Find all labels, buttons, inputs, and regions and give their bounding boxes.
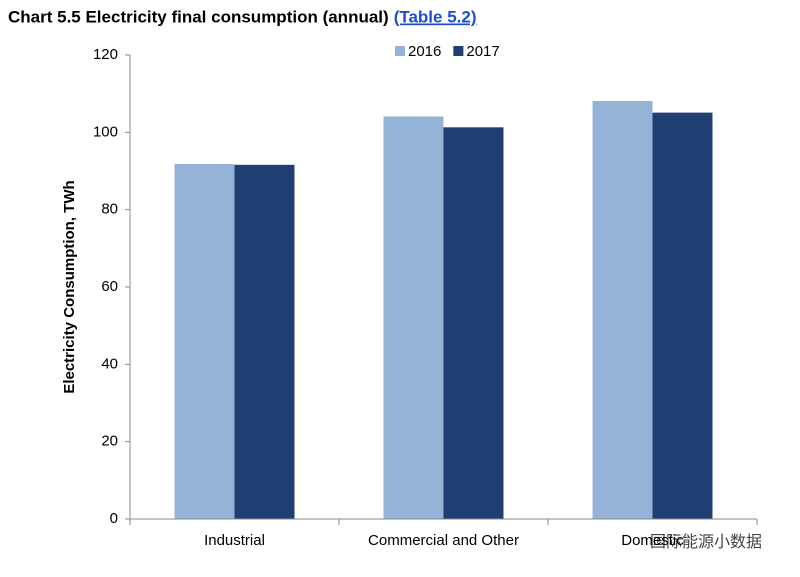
y-tick-label: 40 [101, 355, 118, 372]
bar [443, 127, 504, 519]
source-link[interactable]: (Table 5.2) [394, 7, 477, 26]
y-tick-label: 100 [93, 123, 118, 140]
y-tick-label: 20 [101, 433, 118, 450]
y-tick-label: 0 [110, 510, 118, 527]
watermark: 国际能源小数据 [650, 533, 762, 551]
y-tick-label: 60 [101, 278, 118, 295]
bar [174, 164, 235, 520]
x-tick-label: Industrial [204, 532, 265, 549]
x-tick-label: Domestic [621, 532, 684, 549]
legend-swatch [395, 46, 405, 56]
legend-swatch [453, 46, 464, 56]
bar [234, 164, 295, 519]
y-tick-label: 80 [101, 201, 118, 218]
bar [652, 112, 713, 519]
bar [383, 116, 444, 519]
bar [592, 101, 653, 519]
x-tick-label: Commercial and Other [368, 532, 519, 549]
legend-label: 2017 [466, 43, 499, 60]
y-axis-label: Electricity Consumption, TWh [61, 180, 78, 393]
chart-title: Chart 5.5 Electricity final consumption … [8, 7, 389, 26]
y-tick-label: 120 [93, 46, 118, 63]
legend-label: 2016 [408, 43, 441, 60]
